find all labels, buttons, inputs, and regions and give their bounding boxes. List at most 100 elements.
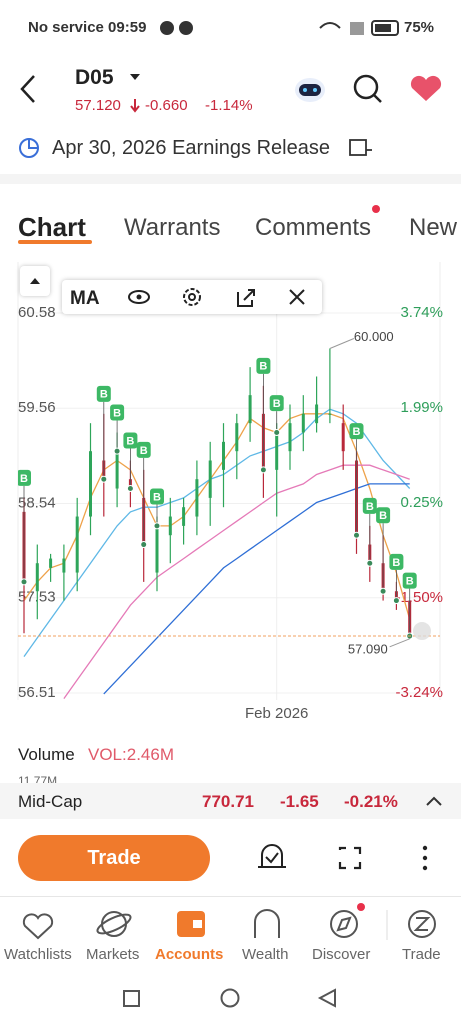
search[interactable]: [353, 74, 382, 103]
action-icons: [258, 844, 428, 871]
candle-body: [208, 460, 212, 498]
marker-dot: [392, 597, 400, 605]
nav-item[interactable]: Watchlists: [4, 946, 72, 963]
ma-line: [103, 483, 410, 695]
tab[interactable]: New: [409, 214, 458, 241]
nav-item[interactable]: Accounts: [155, 946, 224, 963]
volume-label: Volume: [18, 745, 75, 764]
nav-icons: [22, 903, 436, 940]
y-tick-label: 58.54: [18, 494, 56, 511]
min-label: 57.090: [348, 641, 388, 656]
candle-body: [168, 516, 172, 536]
trade-button[interactable]: Trade: [18, 835, 210, 881]
marker-badge: [256, 357, 271, 374]
marker-dot: [113, 447, 121, 455]
marker-badge: [110, 404, 125, 421]
marker-label: B: [366, 501, 374, 513]
tab[interactable]: Comments: [255, 214, 372, 241]
marker-dot: [126, 485, 134, 493]
marker-badge: [123, 432, 138, 449]
marker-dot: [20, 578, 28, 586]
symbol: D05: [75, 66, 114, 89]
chart: 60.5859.5658.5457.5356.513.74%1.99%0.25%…: [17, 262, 443, 722]
marker-label: B: [353, 426, 361, 438]
marker-dot: [353, 531, 360, 539]
marker-badge: [136, 441, 151, 458]
nav-item[interactable]: Markets: [86, 946, 140, 963]
ma-line: [63, 464, 410, 699]
candle-body: [235, 423, 239, 452]
ticker-name: Mid-Cap: [18, 792, 83, 811]
marker-badge: [402, 572, 417, 589]
candle-body: [288, 423, 292, 452]
fullscreen[interactable]: [338, 846, 362, 870]
min-leader: [389, 638, 410, 648]
change: -0.660: [145, 97, 188, 114]
candle-body: [115, 451, 119, 489]
header-icons: [0, 20, 461, 184]
marker-badge: [150, 488, 164, 505]
battery: 75%: [404, 19, 435, 36]
candle-body: [182, 507, 186, 526]
price: 57.120: [75, 97, 121, 114]
marker-badge: [389, 553, 404, 570]
x-tick-label: Feb 2026: [245, 705, 308, 722]
earnings[interactable]: Apr 30, 2026 Earnings Release: [52, 137, 330, 159]
y-tick-label: 60.58: [18, 304, 56, 321]
marker-label: B: [259, 361, 267, 373]
volume-value: VOL:2.46M: [88, 745, 174, 764]
status-left: No service 09:59: [28, 19, 147, 36]
ma-line: [23, 408, 411, 657]
y2-tick-label: 0.25%: [400, 494, 443, 511]
marker-dot: [259, 466, 267, 474]
marker-label: B: [392, 557, 400, 569]
candle-body: [62, 558, 66, 573]
marker-label: B: [406, 575, 414, 587]
candle-body: [341, 423, 345, 452]
marker-label: B: [126, 435, 134, 447]
ticker-bar[interactable]: Mid-Cap 770.71 -1.65 -0.21%: [0, 783, 461, 819]
tab[interactable]: Chart: [18, 212, 86, 242]
candle-body: [222, 441, 225, 470]
tab[interactable]: Warrants: [124, 214, 221, 241]
candle-body: [89, 451, 92, 517]
marker-badge: [349, 423, 364, 440]
candle-body: [75, 516, 79, 573]
ma-line: [23, 413, 411, 620]
last-price-dot: [413, 622, 431, 641]
toolbar-icons: [128, 288, 305, 307]
ticker-price: 770.71: [202, 792, 254, 811]
marker-label: B: [379, 510, 387, 522]
nav-item[interactable]: Wealth: [242, 946, 289, 963]
marker-badge: [18, 469, 31, 486]
change-pct: -1.14%: [205, 97, 253, 114]
marker-badge: [96, 385, 111, 402]
candle-body: [195, 479, 199, 517]
candle-body: [328, 413, 332, 415]
candle-body: [49, 558, 53, 568]
back[interactable]: [20, 75, 35, 103]
robot[interactable]: [295, 78, 325, 102]
marker-dot: [153, 522, 161, 530]
candle-body: [301, 413, 305, 433]
more[interactable]: [422, 845, 428, 871]
indicator[interactable]: MA: [70, 288, 100, 309]
y2-tick-label: -3.24%: [395, 684, 443, 701]
collapse[interactable]: [20, 266, 50, 296]
marker-dot: [366, 559, 374, 567]
alert[interactable]: [258, 844, 286, 868]
nav-item[interactable]: Trade: [402, 946, 441, 963]
favorite[interactable]: [410, 75, 442, 101]
marker-badge: [362, 497, 377, 514]
indicator-toolbar: MA: [62, 280, 322, 314]
marker-badge: [376, 507, 391, 524]
marker-dot: [379, 587, 387, 595]
candle-body: [275, 432, 279, 470]
candle-body: [248, 395, 252, 424]
y2-tick-label: -1.50%: [395, 589, 443, 606]
marker-label: B: [273, 398, 281, 410]
max-leader: [329, 338, 355, 349]
nav-item[interactable]: Discover: [312, 946, 371, 963]
